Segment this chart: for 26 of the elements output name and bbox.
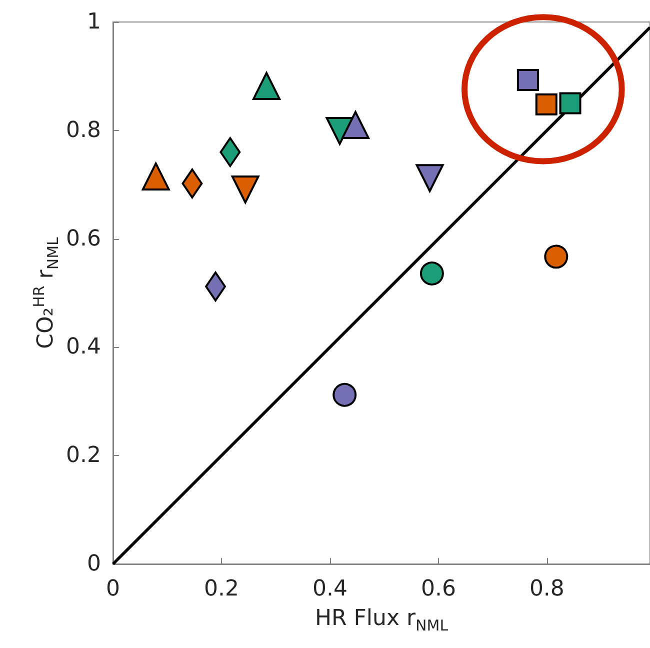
point: [341, 110, 370, 139]
point: [220, 137, 241, 168]
point: [252, 72, 281, 100]
y-tick-label: 0.6: [66, 226, 101, 252]
x-tick-label: 0.8: [529, 576, 564, 602]
point: [205, 271, 226, 302]
y-tick-label: 0.8: [66, 118, 101, 143]
point: [559, 92, 582, 114]
point: [535, 93, 558, 116]
point: [231, 175, 260, 204]
x-tick-label: 0.6: [420, 576, 456, 602]
point: [544, 244, 568, 269]
x-tick-label: 0.4: [312, 576, 348, 602]
x-axis-title: HR Flux r$_{NML}$: [314, 606, 450, 634]
point: [332, 382, 357, 407]
point: [182, 168, 203, 199]
x-tick-label: 0: [106, 576, 120, 602]
y-tick-label: 0.4: [66, 334, 101, 360]
x-tick-label: 0.2: [204, 576, 239, 602]
y-tick-label: 1: [87, 10, 101, 34]
point: [142, 162, 170, 190]
point: [416, 164, 444, 192]
point: [516, 68, 539, 91]
y-tick-label: 0.2: [66, 443, 101, 468]
point: [420, 261, 444, 286]
y-tick-label: 0: [87, 552, 101, 576]
